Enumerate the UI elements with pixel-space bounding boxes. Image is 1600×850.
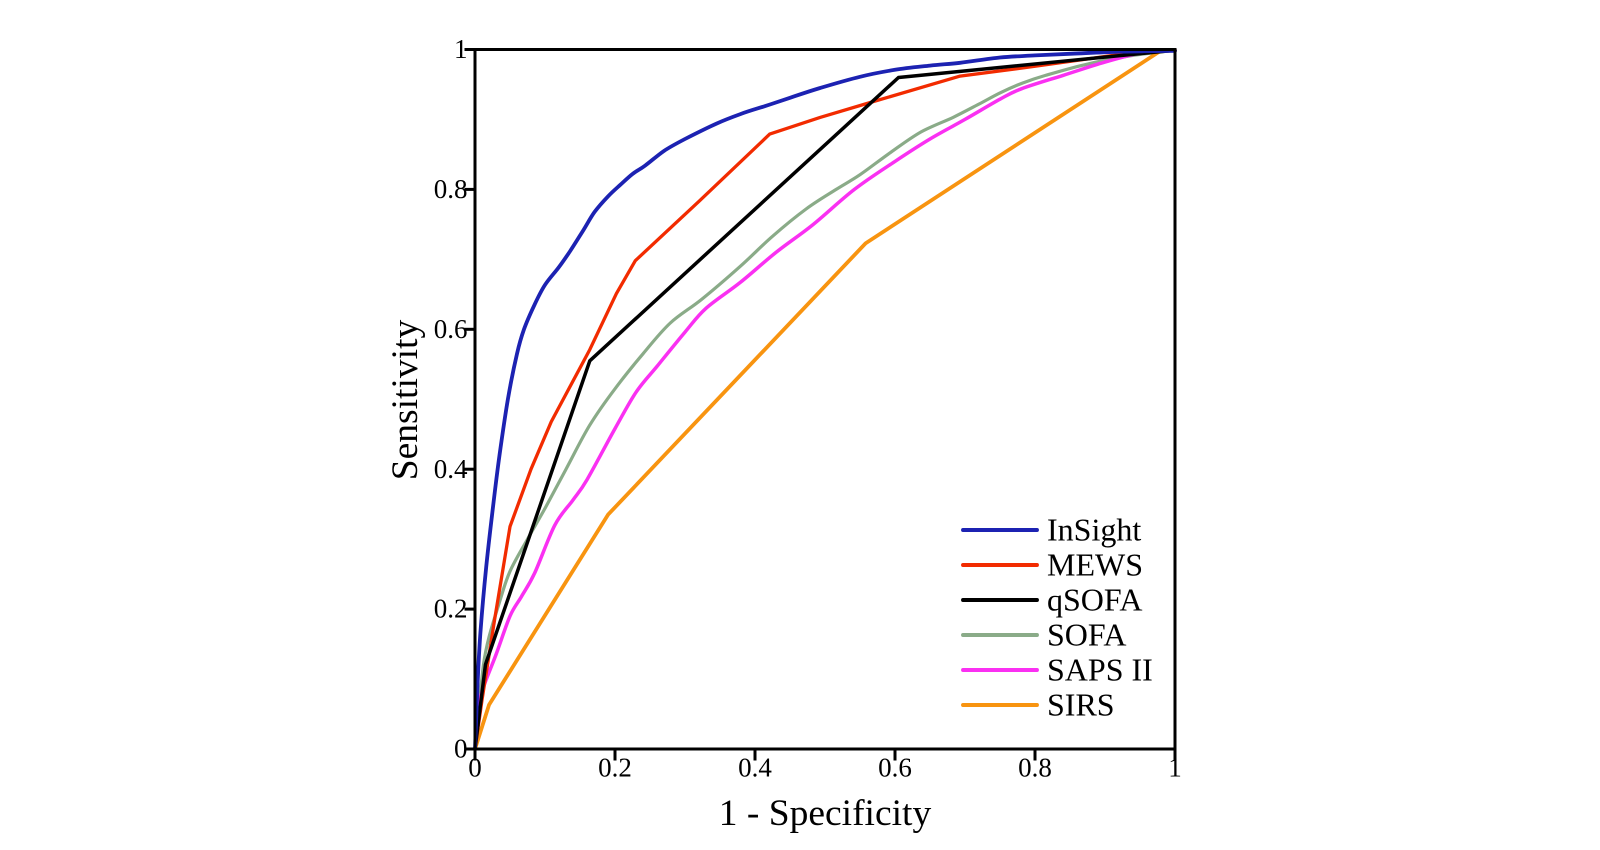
svg-text:1 - Specificity: 1 - Specificity	[719, 793, 932, 834]
svg-text:0.8: 0.8	[434, 174, 468, 204]
svg-text:SIRS: SIRS	[1047, 687, 1115, 723]
svg-text:Sensitivity: Sensitivity	[385, 320, 426, 481]
svg-text:SOFA: SOFA	[1047, 617, 1126, 653]
svg-text:MEWS: MEWS	[1047, 547, 1143, 583]
svg-text:qSOFA: qSOFA	[1047, 582, 1142, 618]
svg-text:0.4: 0.4	[738, 753, 772, 783]
svg-text:1: 1	[1168, 753, 1182, 783]
svg-text:0.6: 0.6	[434, 314, 468, 344]
svg-text:0.4: 0.4	[434, 454, 468, 484]
svg-text:0.6: 0.6	[878, 753, 912, 783]
svg-text:0: 0	[454, 734, 468, 764]
svg-text:1: 1	[454, 34, 468, 64]
svg-text:InSight: InSight	[1047, 512, 1141, 548]
svg-text:0.8: 0.8	[1018, 753, 1052, 783]
svg-text:0.2: 0.2	[434, 594, 468, 624]
svg-text:SAPS II: SAPS II	[1047, 652, 1153, 688]
svg-text:0.2: 0.2	[598, 753, 632, 783]
svg-text:0: 0	[468, 753, 482, 783]
